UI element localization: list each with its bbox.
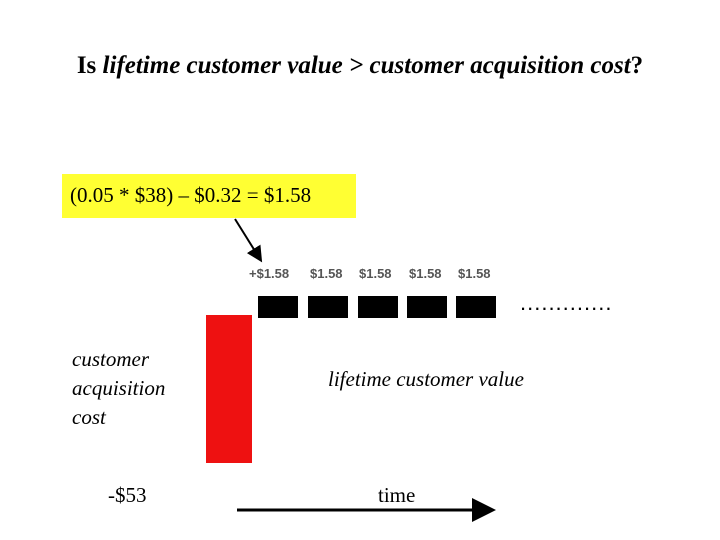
title-suffix: ? xyxy=(630,52,644,79)
value-label-4: $1.58 xyxy=(409,266,442,281)
value-block-1 xyxy=(258,296,298,318)
formula-highlight-box xyxy=(62,174,356,218)
cac-label-line3: cost xyxy=(72,405,106,429)
formula-text: (0.05 * $38) – $0.32 = $1.58 xyxy=(70,183,312,207)
value-label-5: $1.58 xyxy=(458,266,491,281)
acquisition-cost-bar xyxy=(206,315,252,463)
formula-pointer-arrow xyxy=(234,218,263,263)
value-label-2: $1.58 xyxy=(310,266,343,281)
negative-cost-label: -$53 xyxy=(108,483,147,507)
page-title: Is lifetime customer value > customer ac… xyxy=(0,52,720,80)
cac-label: customer acquisition cost xyxy=(72,345,165,432)
ltv-label: lifetime customer value xyxy=(328,367,524,391)
title-prefix: Is xyxy=(76,52,103,79)
value-block-5 xyxy=(456,296,496,318)
cac-label-line1: customer xyxy=(72,347,149,371)
value-block-2 xyxy=(308,296,348,318)
continuation-dots: ............. xyxy=(520,290,613,315)
value-block-4 xyxy=(407,296,447,318)
cac-label-line2: acquisition xyxy=(72,376,166,400)
value-label-1: +$1.58 xyxy=(249,266,290,281)
title-italic: lifetime customer value > customer acqui… xyxy=(102,52,631,79)
time-label: time xyxy=(378,483,416,507)
value-block-3 xyxy=(358,296,398,318)
value-label-3: $1.58 xyxy=(359,266,392,281)
